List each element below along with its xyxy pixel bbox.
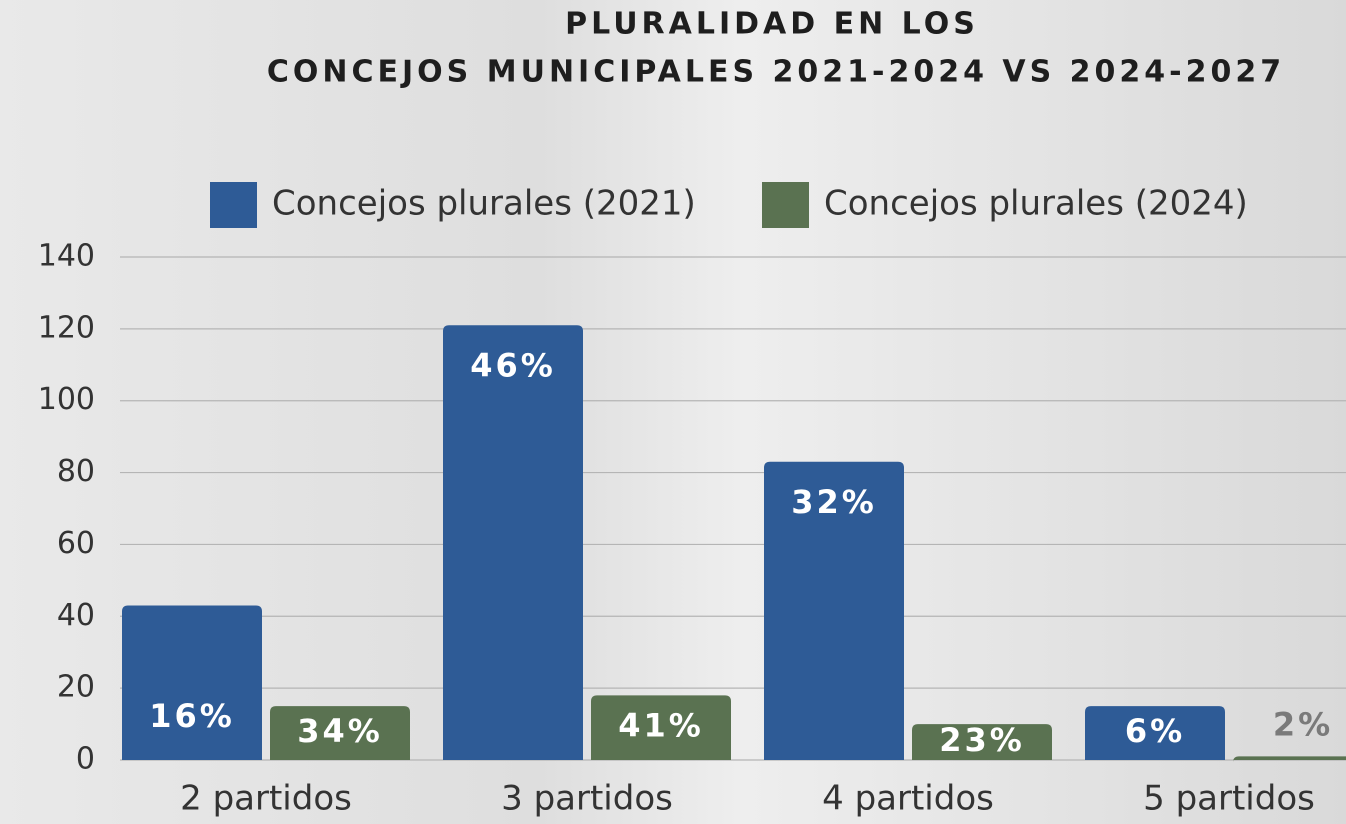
legend-label: Concejos plurales (2024) [824, 184, 1248, 224]
bar [122, 605, 262, 760]
y-tick-label: 120 [38, 310, 95, 345]
y-tick-label: 60 [57, 526, 95, 561]
y-tick-label: 80 [57, 454, 95, 489]
legend-swatch [210, 182, 257, 228]
y-tick-label: 40 [57, 598, 95, 633]
data-label: 6% [1125, 712, 1185, 750]
y-tick-label: 100 [38, 382, 95, 417]
legend-swatch [762, 182, 809, 228]
bar [591, 695, 731, 760]
data-label: 23% [939, 721, 1025, 759]
legend-label: Concejos plurales (2021) [272, 184, 696, 224]
bar [764, 461, 904, 760]
bar [1085, 706, 1225, 760]
data-label: 16% [149, 697, 235, 735]
bar [270, 706, 410, 760]
data-label: 2% [1273, 705, 1333, 743]
y-tick-label: 0 [76, 742, 95, 777]
y-tick-label: 20 [57, 670, 95, 705]
bar [443, 325, 583, 760]
chart-title: CONCEJOS MUNICIPALES 2021-2024 VS 2024-2… [267, 55, 1285, 90]
data-label: 41% [618, 707, 704, 745]
data-label: 32% [791, 483, 877, 521]
bar [912, 724, 1052, 760]
chart-title: PLURALIDAD EN LOS [565, 7, 979, 42]
x-tick-label: 2 partidos [180, 779, 352, 819]
x-tick-label: 4 partidos [822, 779, 994, 819]
x-tick-label: 5 partidos [1143, 779, 1315, 819]
data-label: 46% [470, 346, 556, 384]
y-tick-label: 140 [38, 239, 95, 274]
x-tick-label: 3 partidos [501, 779, 673, 819]
data-label: 34% [297, 712, 383, 750]
bar [1233, 756, 1346, 763]
